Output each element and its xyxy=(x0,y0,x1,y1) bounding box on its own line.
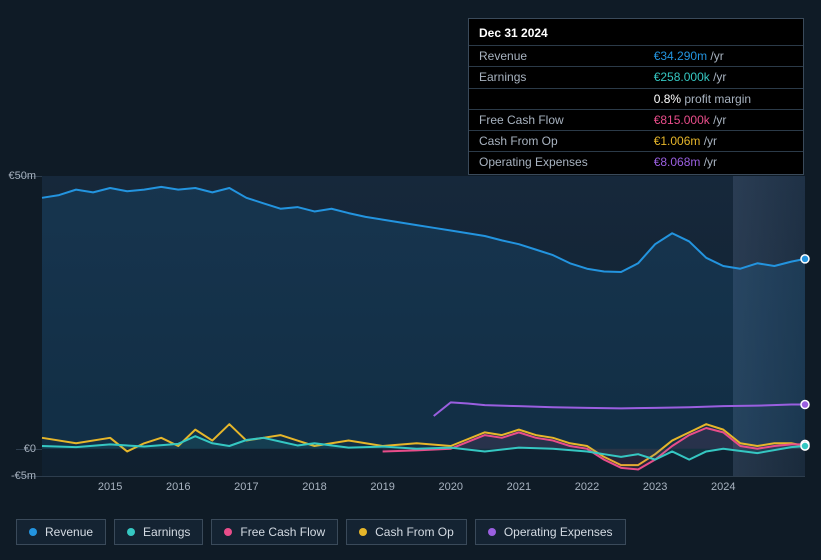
tooltip-row-label: Free Cash Flow xyxy=(469,109,644,130)
tooltip-row: Operating Expenses€8.068m /yr xyxy=(469,152,803,173)
legend-swatch xyxy=(29,528,37,536)
x-tick-label: 2020 xyxy=(439,481,463,493)
tooltip-row-value: €258.000k /yr xyxy=(644,67,803,88)
series-end-marker-opex xyxy=(801,401,809,409)
tooltip-row: 0.8% profit margin xyxy=(469,88,803,109)
legend-swatch xyxy=(488,528,496,536)
tooltip-row-label xyxy=(469,88,644,109)
x-tick-label: 2015 xyxy=(98,481,122,493)
tooltip-row-label: Earnings xyxy=(469,67,644,88)
legend-item-opex[interactable]: Operating Expenses xyxy=(475,519,626,545)
legend-swatch xyxy=(224,528,232,536)
x-tick-label: 2022 xyxy=(575,481,599,493)
x-tick-label: 2016 xyxy=(166,481,190,493)
tooltip-row: Revenue€34.290m /yr xyxy=(469,46,803,67)
tooltip-row: Earnings€258.000k /yr xyxy=(469,67,803,88)
legend-label: Revenue xyxy=(45,525,93,539)
series-end-marker-revenue xyxy=(801,255,809,263)
tooltip-row-value: 0.8% profit margin xyxy=(644,88,803,109)
tooltip-rows: Revenue€34.290m /yrEarnings€258.000k /yr… xyxy=(469,46,803,173)
x-tick-label: 2023 xyxy=(643,481,667,493)
y-tick-label: €50m xyxy=(0,170,36,182)
tooltip-date: Dec 31 2024 xyxy=(469,23,803,45)
y-tick-label: €0 xyxy=(0,443,36,455)
chart-series-svg xyxy=(42,176,805,476)
tooltip-row: Free Cash Flow€815.000k /yr xyxy=(469,109,803,130)
x-tick-label: 2024 xyxy=(711,481,735,493)
tooltip-row-value: €8.068m /yr xyxy=(644,152,803,173)
chart-tooltip: Dec 31 2024 Revenue€34.290m /yrEarnings€… xyxy=(468,18,804,175)
legend-item-cfo[interactable]: Cash From Op xyxy=(346,519,467,545)
legend-item-earnings[interactable]: Earnings xyxy=(114,519,203,545)
tooltip-row: Cash From Op€1.006m /yr xyxy=(469,130,803,151)
tooltip-row-label: Cash From Op xyxy=(469,130,644,151)
legend-item-fcf[interactable]: Free Cash Flow xyxy=(211,519,338,545)
legend-label: Earnings xyxy=(143,525,190,539)
y-tick-label: -€5m xyxy=(0,470,36,482)
tooltip-row-value: €1.006m /yr xyxy=(644,130,803,151)
legend-label: Cash From Op xyxy=(375,525,454,539)
tooltip-row-value: €815.000k /yr xyxy=(644,109,803,130)
legend-item-revenue[interactable]: Revenue xyxy=(16,519,106,545)
legend-swatch xyxy=(359,528,367,536)
legend-label: Operating Expenses xyxy=(504,525,613,539)
x-tick-label: 2017 xyxy=(234,481,258,493)
legend-swatch xyxy=(127,528,135,536)
tooltip-row-value: €34.290m /yr xyxy=(644,46,803,67)
x-tick-label: 2018 xyxy=(302,481,326,493)
chart-plot-area[interactable] xyxy=(42,176,805,476)
legend-label: Free Cash Flow xyxy=(240,525,325,539)
tooltip-row-label: Revenue xyxy=(469,46,644,67)
tooltip-row-label: Operating Expenses xyxy=(469,152,644,173)
chart-legend: Revenue Earnings Free Cash Flow Cash From O… xyxy=(16,519,626,545)
x-tick-label: 2019 xyxy=(370,481,394,493)
gridline xyxy=(16,476,805,477)
financial-chart: €50m €0 -€5m 2015 2016 2017 2018 2019 2020 2021 2… xyxy=(0,0,821,560)
series-end-marker-earnings xyxy=(801,442,809,450)
x-tick-label: 2021 xyxy=(507,481,531,493)
